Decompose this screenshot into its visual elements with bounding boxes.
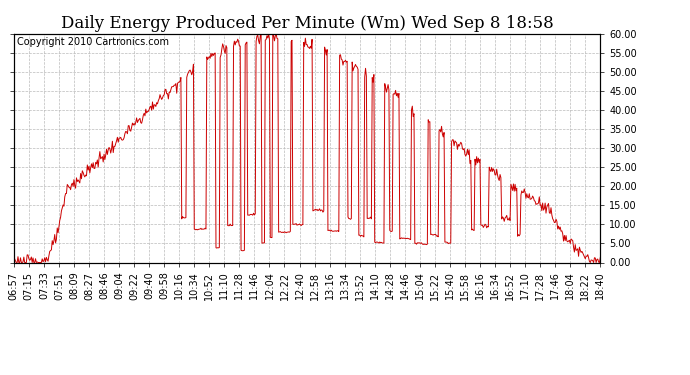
Text: Copyright 2010 Cartronics.com: Copyright 2010 Cartronics.com xyxy=(17,37,169,47)
Title: Daily Energy Produced Per Minute (Wm) Wed Sep 8 18:58: Daily Energy Produced Per Minute (Wm) We… xyxy=(61,15,553,32)
